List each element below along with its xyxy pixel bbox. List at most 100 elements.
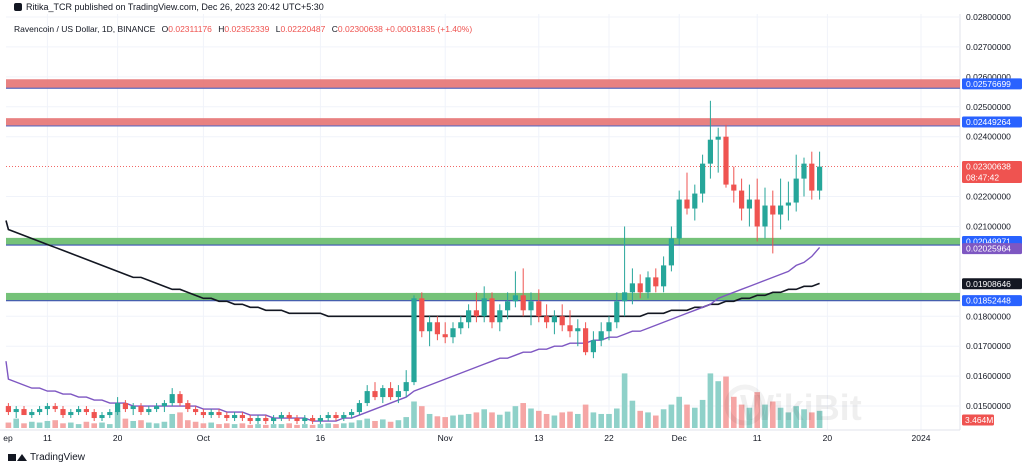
candle-up [481, 298, 487, 317]
volume-bar [364, 418, 370, 428]
candle-up [356, 403, 362, 413]
volume-bar [161, 421, 168, 428]
candle-down [434, 322, 440, 335]
x-tick-label: 20 [823, 433, 833, 443]
candle-up [325, 415, 331, 419]
close-label: C [331, 24, 338, 34]
price-tag [962, 160, 1022, 183]
volume-bar [504, 411, 511, 428]
candle-up [668, 238, 674, 266]
volume-bar [270, 424, 277, 428]
candle-down [419, 298, 425, 332]
candle-up [427, 322, 433, 332]
candle-up [302, 418, 308, 422]
candle-up [169, 394, 175, 404]
candle-down [567, 325, 573, 332]
volume-bar [372, 420, 378, 428]
volume-bar [434, 416, 441, 428]
y-tick-label: 0.02800000 [966, 12, 1011, 22]
volume-bar [348, 422, 355, 428]
candle-down [60, 409, 66, 416]
candle-up [395, 391, 401, 398]
volume-bar [5, 422, 12, 428]
candle-up [466, 310, 472, 323]
volume-bar [99, 422, 105, 428]
resistance-zone [6, 79, 960, 89]
volume-bar [582, 404, 589, 428]
candle-down [770, 205, 776, 215]
candle-down [239, 415, 245, 419]
candle-up [458, 322, 464, 329]
volume-bar [614, 408, 620, 428]
volume-bar [216, 424, 222, 428]
volume-bar [793, 406, 799, 428]
x-tick-label: Oct [197, 433, 211, 443]
x-tick-label: 11 [753, 433, 762, 443]
volume-bar [255, 424, 261, 428]
volume-bar [52, 420, 58, 428]
volume-bar [715, 381, 721, 428]
price-tag [962, 243, 1022, 255]
volume-bar [36, 422, 43, 428]
volume-bar [473, 412, 480, 428]
candle-down [442, 334, 448, 338]
volume-tag-label: 3.464M [965, 415, 993, 425]
y-tick-label: 0.02500000 [966, 102, 1011, 112]
symbol-legend: Ravencoin / US Dollar, 1D, BINANCE O0.02… [14, 24, 472, 34]
candle-up [146, 409, 152, 413]
open-label: O [161, 24, 169, 34]
candle-up [349, 412, 355, 416]
candle-up [278, 415, 284, 419]
volume-bar [286, 423, 292, 428]
candle-up [676, 199, 682, 239]
volume-bar [520, 403, 526, 428]
x-tick-label: 2024 [912, 433, 931, 443]
volume-bar [294, 424, 300, 428]
volume-bar [754, 392, 760, 428]
candle-up [44, 406, 50, 410]
volume-bar [325, 423, 331, 428]
volume-bar [528, 408, 534, 428]
volume-bar [645, 412, 651, 428]
x-tick-label: 11 [43, 433, 52, 443]
y-tick-label: 0.02100000 [966, 221, 1011, 231]
volume-bar [403, 417, 409, 428]
volume-bar [699, 399, 706, 428]
volume-bar [419, 406, 425, 428]
candle-up [29, 412, 35, 416]
volume-bar [122, 418, 129, 428]
volume-bar [426, 413, 433, 428]
candle-down [122, 403, 128, 410]
candle-down [263, 418, 269, 422]
volume-bar [309, 424, 316, 428]
volume-bar [629, 400, 636, 428]
tradingview-brand: TradingView [30, 452, 86, 463]
y-tick-label: 0.02700000 [966, 42, 1011, 52]
volume-bar [606, 413, 612, 428]
volume-bar [590, 412, 597, 428]
volume-bar [200, 423, 207, 428]
support-zone [6, 292, 960, 301]
candle-down [286, 415, 292, 419]
volume-bar [130, 420, 136, 428]
candle-up [364, 391, 370, 404]
candle-up [692, 193, 698, 209]
volume-bar [231, 424, 238, 428]
tradingview-logo-icon [8, 452, 27, 463]
candle-down [138, 406, 144, 413]
candle-up [575, 328, 581, 332]
candle-up [700, 163, 706, 194]
candle-up [746, 199, 752, 209]
y-tick-label: 0.02200000 [966, 192, 1011, 202]
tradingview-footer[interactable]: TradingView [8, 452, 85, 463]
candle-up [497, 310, 503, 323]
volume-bar [317, 424, 324, 428]
volume-bar [341, 423, 347, 428]
resistance-zone [6, 118, 960, 126]
volume-bar [738, 404, 745, 428]
volume-bar [512, 406, 519, 428]
candle-down [91, 412, 97, 419]
candle-up [76, 409, 82, 413]
candle-up [341, 415, 347, 419]
